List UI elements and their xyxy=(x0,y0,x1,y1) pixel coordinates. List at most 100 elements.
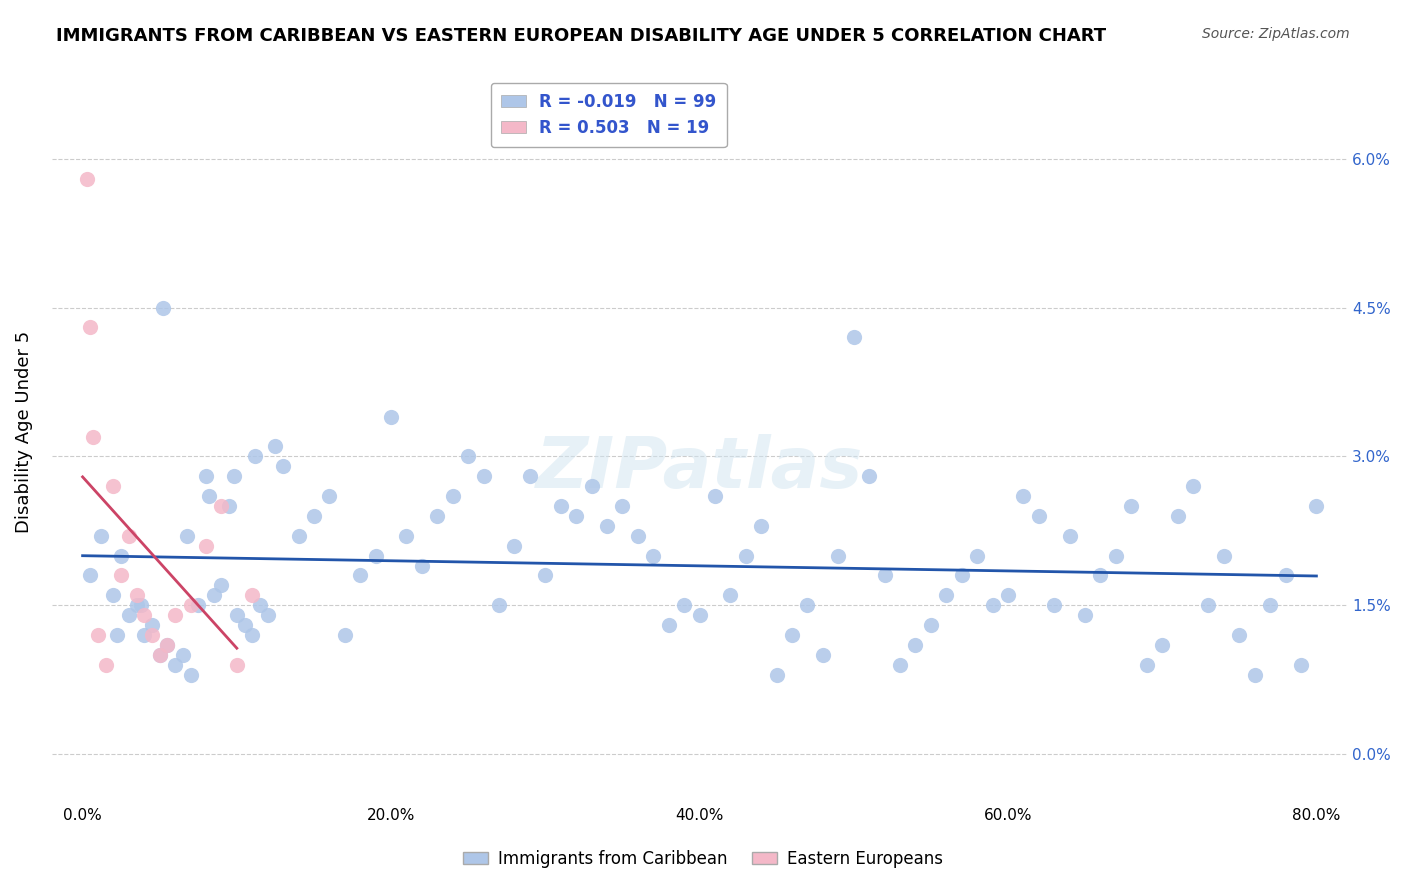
Point xyxy=(141,628,163,642)
Point xyxy=(472,469,495,483)
Point xyxy=(503,539,526,553)
Point xyxy=(534,568,557,582)
Point xyxy=(811,648,834,662)
Point xyxy=(1012,489,1035,503)
Legend: R = -0.019   N = 99, R = 0.503   N = 19: R = -0.019 N = 99, R = 0.503 N = 19 xyxy=(491,83,727,147)
Point xyxy=(673,598,696,612)
Point xyxy=(225,657,247,672)
Point xyxy=(302,508,325,523)
Point xyxy=(581,479,603,493)
Point xyxy=(734,549,756,563)
Point xyxy=(1136,657,1159,672)
Point xyxy=(1028,508,1050,523)
Point xyxy=(1212,549,1234,563)
Point xyxy=(1182,479,1205,493)
Point xyxy=(488,598,510,612)
Point xyxy=(94,657,117,672)
Point xyxy=(658,618,681,632)
Point xyxy=(411,558,433,573)
Point xyxy=(118,608,141,623)
Point xyxy=(1059,529,1081,543)
Text: IMMIGRANTS FROM CARIBBEAN VS EASTERN EUROPEAN DISABILITY AGE UNDER 5 CORRELATION: IMMIGRANTS FROM CARIBBEAN VS EASTERN EUR… xyxy=(56,27,1107,45)
Point xyxy=(858,469,880,483)
Point xyxy=(218,499,240,513)
Point xyxy=(125,588,148,602)
Point xyxy=(172,648,194,662)
Point xyxy=(110,549,132,563)
Point xyxy=(225,608,247,623)
Point xyxy=(380,409,402,424)
Point xyxy=(134,608,156,623)
Point xyxy=(1305,499,1327,513)
Point xyxy=(76,171,98,186)
Point xyxy=(1152,638,1174,652)
Point xyxy=(156,638,179,652)
Point xyxy=(176,529,198,543)
Point xyxy=(103,588,125,602)
Point xyxy=(981,598,1004,612)
Point xyxy=(627,529,650,543)
Y-axis label: Disability Age Under 5: Disability Age Under 5 xyxy=(15,330,32,533)
Point xyxy=(519,469,541,483)
Legend: Immigrants from Caribbean, Eastern Europeans: Immigrants from Caribbean, Eastern Europ… xyxy=(456,844,950,875)
Point xyxy=(904,638,927,652)
Point xyxy=(79,320,101,334)
Point xyxy=(1167,508,1189,523)
Point xyxy=(997,588,1019,602)
Point xyxy=(749,519,772,533)
Point xyxy=(565,508,588,523)
Point xyxy=(827,549,849,563)
Point xyxy=(256,608,278,623)
Point xyxy=(202,588,225,602)
Point xyxy=(82,429,104,443)
Point xyxy=(1105,549,1128,563)
Point xyxy=(194,469,217,483)
Point xyxy=(118,529,141,543)
Point xyxy=(920,618,942,632)
Point xyxy=(264,440,287,454)
Point xyxy=(596,519,619,533)
Point xyxy=(1243,667,1265,681)
Point xyxy=(1227,628,1250,642)
Point xyxy=(165,608,187,623)
Point xyxy=(1198,598,1220,612)
Point xyxy=(105,628,128,642)
Point xyxy=(703,489,725,503)
Text: ZIPatlas: ZIPatlas xyxy=(536,434,863,503)
Point xyxy=(271,459,294,474)
Point xyxy=(1043,598,1066,612)
Point xyxy=(141,618,163,632)
Point xyxy=(426,508,449,523)
Point xyxy=(349,568,371,582)
Point xyxy=(966,549,988,563)
Point xyxy=(233,618,256,632)
Point xyxy=(364,549,387,563)
Point xyxy=(689,608,711,623)
Point xyxy=(550,499,572,513)
Point xyxy=(1274,568,1296,582)
Point xyxy=(129,598,152,612)
Point xyxy=(198,489,221,503)
Point xyxy=(90,529,112,543)
Point xyxy=(1258,598,1281,612)
Point xyxy=(950,568,973,582)
Point xyxy=(87,628,110,642)
Point xyxy=(1090,568,1112,582)
Point xyxy=(842,330,865,344)
Point xyxy=(457,450,479,464)
Point xyxy=(1074,608,1097,623)
Text: Source: ZipAtlas.com: Source: ZipAtlas.com xyxy=(1202,27,1350,41)
Point xyxy=(187,598,209,612)
Point xyxy=(110,568,132,582)
Point xyxy=(209,578,232,592)
Point xyxy=(765,667,787,681)
Point xyxy=(240,628,263,642)
Point xyxy=(718,588,741,602)
Point xyxy=(1289,657,1312,672)
Point xyxy=(156,638,179,652)
Point xyxy=(287,529,309,543)
Point xyxy=(780,628,803,642)
Point xyxy=(240,588,263,602)
Point xyxy=(180,667,202,681)
Point xyxy=(103,479,125,493)
